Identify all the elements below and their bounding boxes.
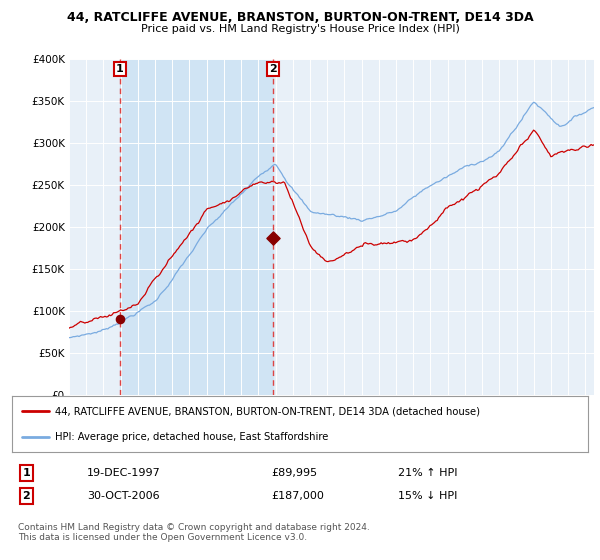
Text: £89,995: £89,995 (271, 468, 317, 478)
Bar (120, 59, 272, 395)
Text: 2: 2 (269, 64, 277, 74)
Text: 44, RATCLIFFE AVENUE, BRANSTON, BURTON-ON-TRENT, DE14 3DA: 44, RATCLIFFE AVENUE, BRANSTON, BURTON-O… (67, 11, 533, 24)
Text: 30-OCT-2006: 30-OCT-2006 (87, 491, 160, 501)
Text: Contains HM Land Registry data © Crown copyright and database right 2024.
This d: Contains HM Land Registry data © Crown c… (18, 523, 370, 542)
Text: 19-DEC-1997: 19-DEC-1997 (87, 468, 161, 478)
Text: £187,000: £187,000 (271, 491, 324, 501)
Text: 1: 1 (23, 468, 30, 478)
Text: HPI: Average price, detached house, East Staffordshire: HPI: Average price, detached house, East… (55, 432, 329, 442)
Point (268, 234, 277, 242)
Text: 2: 2 (23, 491, 30, 501)
Text: 1: 1 (116, 64, 124, 74)
Point (115, 315, 125, 324)
Text: Price paid vs. HM Land Registry's House Price Index (HPI): Price paid vs. HM Land Registry's House … (140, 24, 460, 34)
Text: 15% ↓ HPI: 15% ↓ HPI (398, 491, 457, 501)
Text: 21% ↑ HPI: 21% ↑ HPI (398, 468, 457, 478)
Text: 44, RATCLIFFE AVENUE, BRANSTON, BURTON-ON-TRENT, DE14 3DA (detached house): 44, RATCLIFFE AVENUE, BRANSTON, BURTON-O… (55, 406, 480, 416)
